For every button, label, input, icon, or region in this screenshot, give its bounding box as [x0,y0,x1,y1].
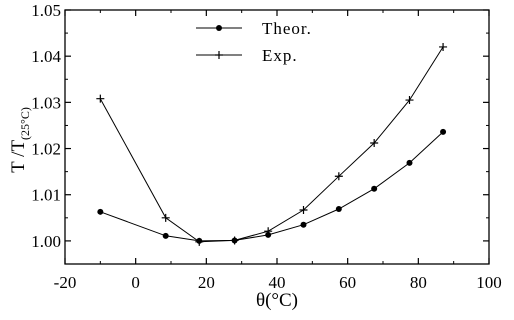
x-tick-label: 60 [339,273,356,292]
x-tick-label: 0 [131,273,140,292]
data-point-exp [299,205,308,214]
data-point-theor [300,221,307,228]
x-tick-label: 100 [476,273,502,292]
data-point-theor [97,208,104,215]
legend-entry-exp: Exp. [196,46,298,65]
data-point-exp [96,94,105,103]
data-point-theor [371,185,378,192]
y-axis-title: T /T(25°C) [8,107,32,173]
y-tick-label: 1.02 [31,140,61,159]
data-point-exp [195,237,204,246]
x-tick-label: 20 [198,273,215,292]
series-line-exp [99,46,444,243]
series-layer [96,42,448,246]
data-point-exp [264,227,273,236]
legend-marker-theor [216,25,222,31]
data-point-exp [370,139,379,148]
data-point-theor [335,206,342,213]
data-point-exp [230,236,239,245]
data-point-exp [161,213,170,222]
legend-label-exp: Exp. [262,46,298,65]
legend-marker-exp [215,51,223,59]
data-point-exp [439,42,448,51]
series-exp [96,42,448,246]
data-point-theor [406,159,413,166]
series-line-theor [100,131,444,242]
data-point-exp [405,96,414,105]
y-tick-label: 1.01 [31,186,61,205]
y-tick-label: 1.00 [31,232,61,251]
y-axis-title-subscript: (25°C) [18,107,32,140]
legend-label-theor: Theor. [262,19,312,38]
x-axis-title: θ(°C) [256,290,298,311]
series-theor [97,128,447,244]
x-tick-label: 80 [410,273,427,292]
data-point-theor [162,232,169,239]
data-point-exp [334,172,343,181]
data-point-theor [440,128,447,135]
y-tick-label: 1.03 [31,93,61,112]
legend-entry-theor: Theor. [196,19,312,38]
x-tick-label: -20 [54,273,77,292]
y-axis-title-main: T /T [8,140,29,173]
legend: Theor. Exp. [196,19,312,65]
x-tick-label: 40 [269,273,286,292]
y-tick-label: 1.04 [31,47,61,66]
axis-ticks: -20 0 20 40 60 80 100 1.00 1.01 1.02 1.03 1.04 1.05 [31,1,502,292]
y-tick-label: 1.05 [31,1,61,20]
